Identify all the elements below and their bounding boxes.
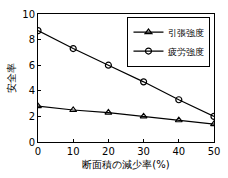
svg-text:疲労強度: 疲労強度 xyxy=(168,47,204,57)
svg-text:4: 4 xyxy=(29,85,35,96)
svg-text:50: 50 xyxy=(208,146,221,157)
svg-text:6: 6 xyxy=(29,60,35,71)
svg-text:引張強度: 引張強度 xyxy=(168,28,204,38)
svg-text:2: 2 xyxy=(29,111,35,122)
svg-text:20: 20 xyxy=(102,146,115,157)
svg-text:断面積の減少率(%): 断面積の減少率(%) xyxy=(82,159,169,170)
svg-text:10: 10 xyxy=(22,9,35,20)
svg-text:0: 0 xyxy=(29,137,35,148)
svg-text:40: 40 xyxy=(172,146,185,157)
svg-text:安全率: 安全率 xyxy=(6,63,17,93)
svg-text:30: 30 xyxy=(137,146,150,157)
svg-text:8: 8 xyxy=(29,34,35,45)
svg-text:0: 0 xyxy=(35,146,41,157)
svg-text:10: 10 xyxy=(67,146,80,157)
